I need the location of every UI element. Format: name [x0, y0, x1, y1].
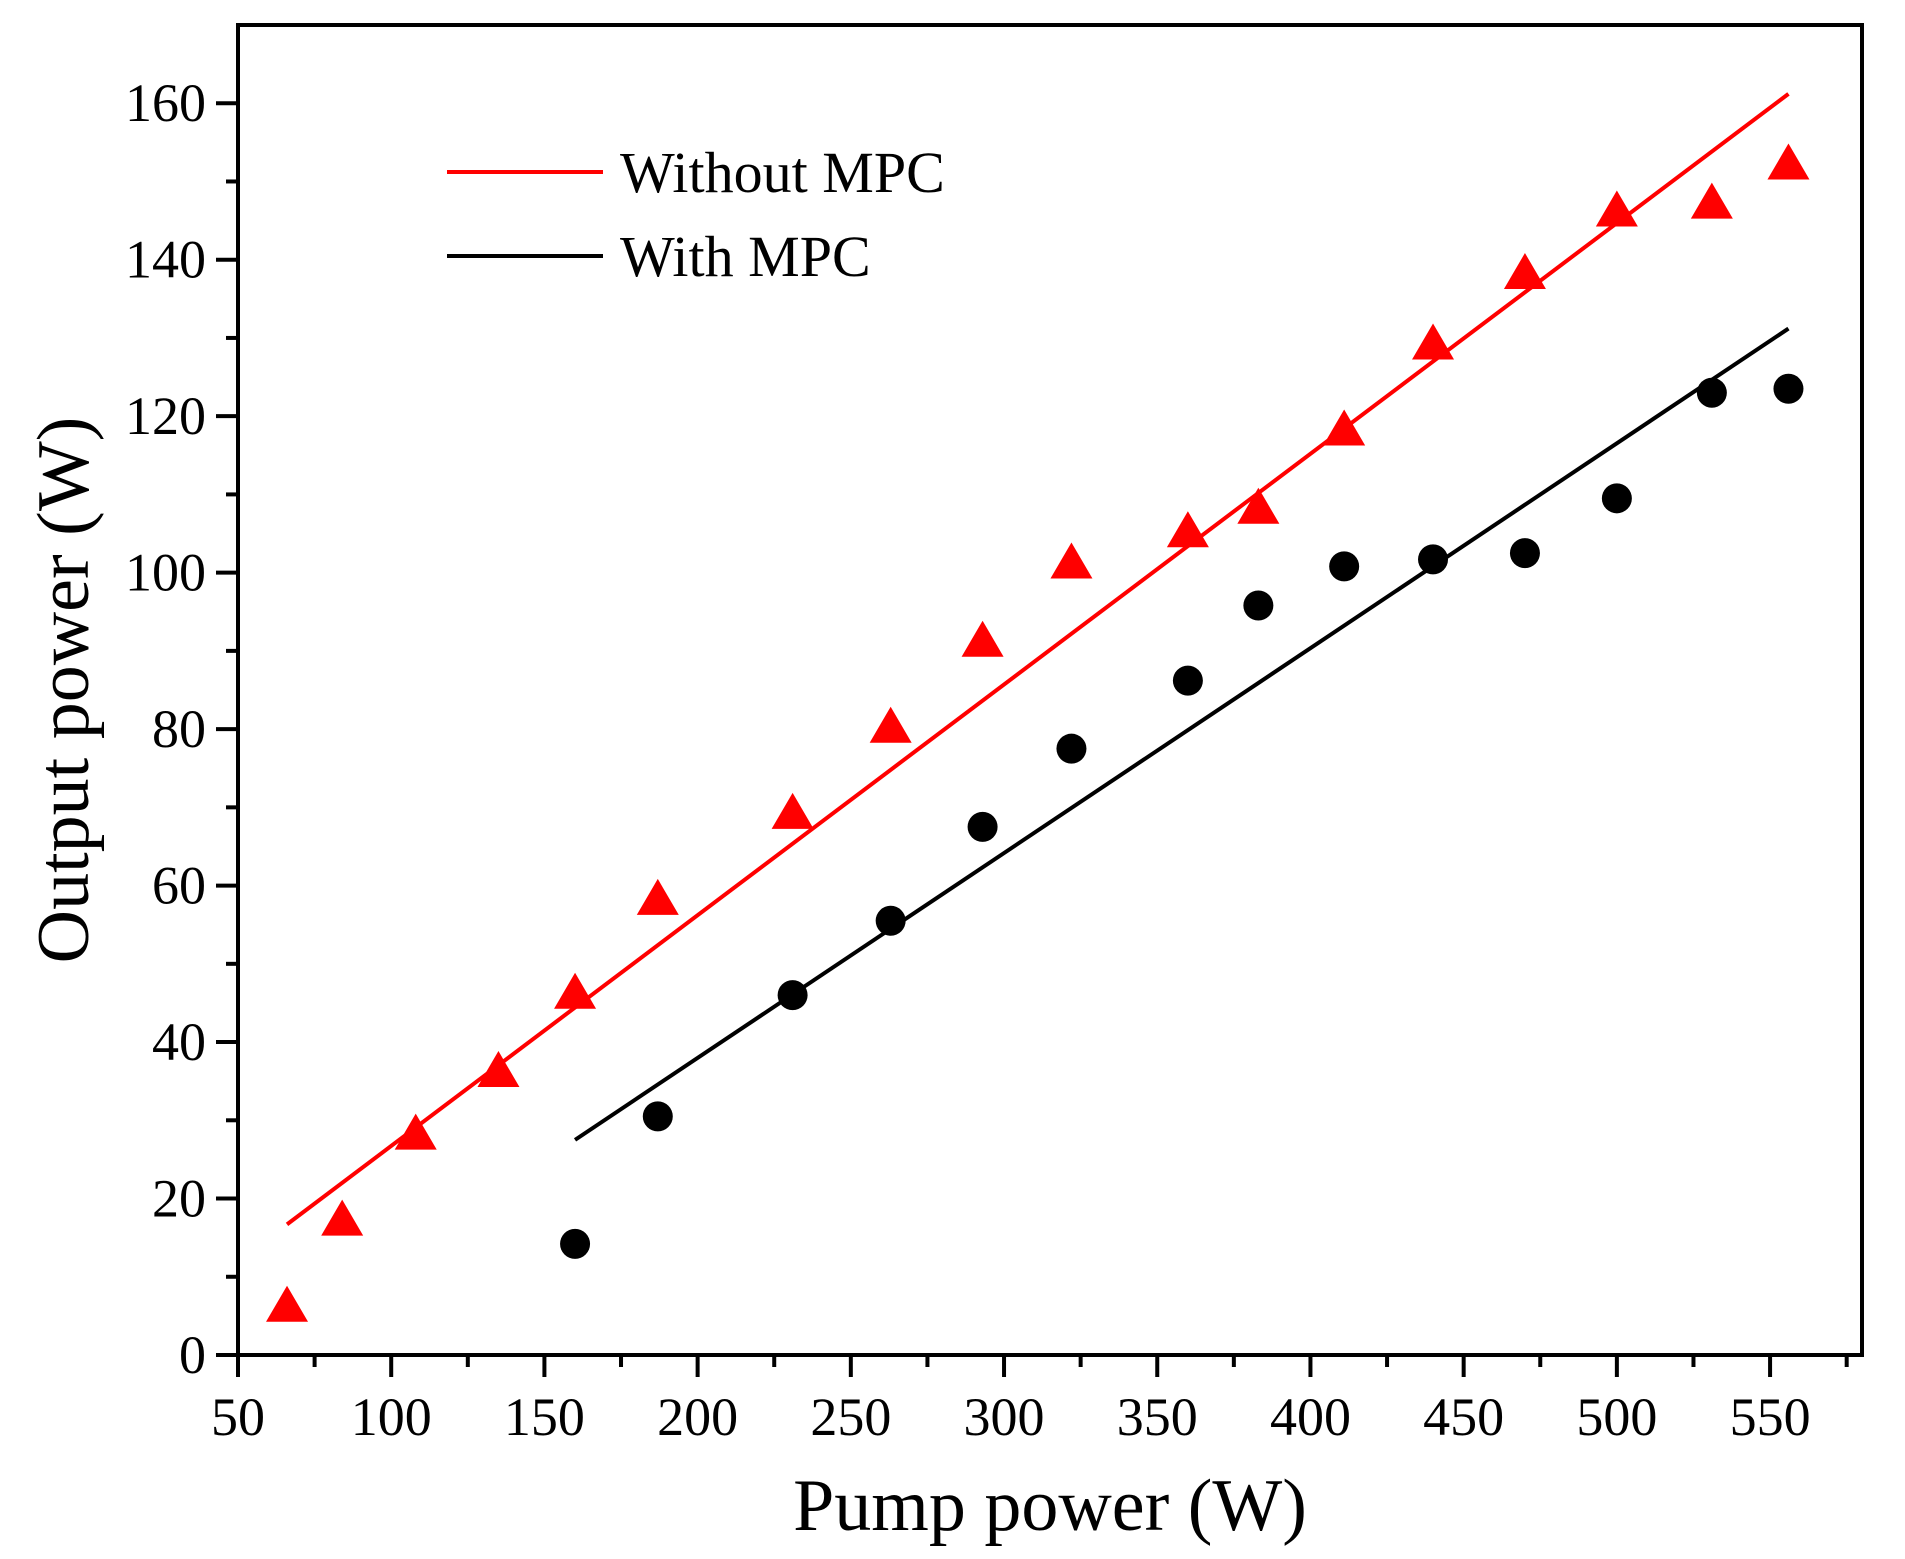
data-markers: [266, 143, 1810, 1322]
y-tick-label: 40: [152, 1012, 206, 1072]
x-tick-label: 200: [657, 1387, 738, 1447]
x-tick-label: 150: [504, 1387, 585, 1447]
y-tick-label: 0: [179, 1325, 206, 1385]
data-point-with-mpc: [875, 905, 906, 936]
x-tick-label: 350: [1117, 1387, 1198, 1447]
x-tick-label: 250: [810, 1387, 891, 1447]
data-point-without-mpc: [771, 792, 814, 829]
y-tick-label: 80: [152, 699, 206, 759]
data-point-with-mpc: [1418, 544, 1449, 575]
data-point-with-mpc: [1696, 377, 1727, 408]
data-point-with-mpc: [967, 811, 998, 842]
x-tick-label: 550: [1730, 1387, 1811, 1447]
x-tick-label: 450: [1423, 1387, 1504, 1447]
data-point-with-mpc: [642, 1101, 673, 1132]
data-point-with-mpc: [1329, 551, 1360, 582]
x-tick-label: 400: [1270, 1387, 1351, 1447]
fit-line-without-mpc: [285, 92, 1790, 1226]
y-tick-label: 100: [125, 543, 206, 603]
data-point-without-mpc: [636, 878, 679, 915]
data-point-without-mpc: [477, 1051, 520, 1088]
data-point-with-mpc: [777, 980, 808, 1011]
tick-labels: 50 100 150 200 250 300 350 400 450 500 550 0 20 40 60 8…: [125, 73, 1811, 1447]
data-point-without-mpc: [1412, 323, 1455, 360]
data-point-without-mpc: [1503, 253, 1546, 290]
data-point-without-mpc: [321, 1199, 364, 1236]
axis-ticks: [216, 101, 1849, 1377]
fit-line-with-mpc: [573, 326, 1790, 1142]
legend-label-without-mpc: Without MPC: [620, 140, 945, 205]
x-tick-label: 50: [211, 1387, 265, 1447]
data-point-without-mpc: [554, 972, 597, 1009]
data-point-with-mpc: [1773, 373, 1804, 404]
data-point-without-mpc: [869, 706, 912, 743]
y-tick-label: 140: [125, 230, 206, 290]
y-tick-label: 160: [125, 73, 206, 133]
data-point-without-mpc: [1323, 409, 1366, 446]
legend-label-with-mpc: With MPC: [620, 224, 871, 289]
y-tick-label: 120: [125, 386, 206, 446]
data-point-with-mpc: [1172, 665, 1203, 696]
data-point-without-mpc: [1595, 190, 1638, 227]
data-point-without-mpc: [1767, 143, 1810, 180]
data-point-with-mpc: [1243, 590, 1274, 621]
data-point-without-mpc: [266, 1285, 309, 1322]
fit-lines: [285, 92, 1790, 1226]
data-point-without-mpc: [1237, 487, 1280, 524]
data-point-without-mpc: [961, 620, 1004, 657]
data-point-with-mpc: [560, 1228, 591, 1259]
y-axis-title: Output power (W): [23, 417, 105, 964]
data-point-without-mpc: [1166, 511, 1209, 548]
plot-area-frame: [236, 23, 1864, 1357]
legend: Without MPC With MPC: [447, 140, 945, 289]
x-tick-label: 100: [351, 1387, 432, 1447]
data-point-without-mpc: [394, 1113, 437, 1150]
x-tick-label: 500: [1576, 1387, 1657, 1447]
x-tick-label: 300: [964, 1387, 1045, 1447]
data-point-without-mpc: [1690, 182, 1733, 219]
y-tick-label: 60: [152, 856, 206, 916]
data-point-without-mpc: [1050, 542, 1093, 579]
data-point-with-mpc: [1056, 733, 1087, 764]
y-tick-label: 20: [152, 1169, 206, 1229]
data-point-with-mpc: [1509, 538, 1540, 569]
x-axis-title: Pump power (W): [793, 1465, 1307, 1547]
data-point-with-mpc: [1601, 483, 1632, 514]
